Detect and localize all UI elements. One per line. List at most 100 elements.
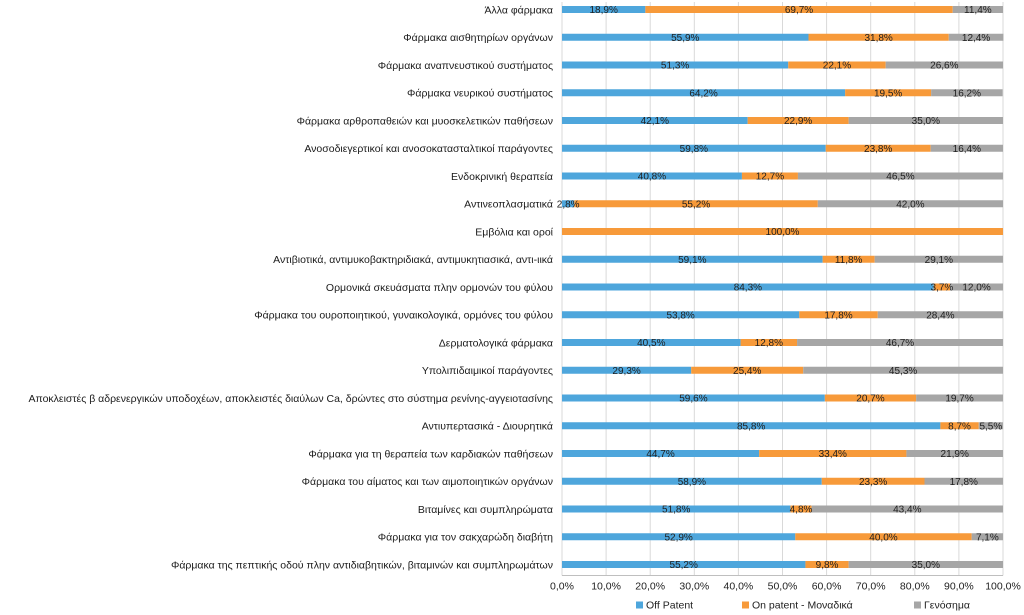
category-label: Αντιυπερτασικά - Διουρητικά	[422, 421, 553, 433]
bar-segment	[790, 505, 812, 513]
bar-value-label: 42,1%	[641, 116, 669, 127]
bar-segment	[930, 144, 1003, 152]
category-label: Φάρμακα αναπνευστικού συστήματος	[378, 60, 553, 72]
bar-segment	[824, 394, 917, 402]
bar-value-label: 12,0%	[962, 283, 990, 294]
bar-value-label: 46,7%	[886, 338, 914, 349]
bar-segment	[562, 255, 823, 263]
x-axis: 0,0% 10,0% 20,0% 30,0% 40,0% 50,0% 60,0% 70,0% 8…	[550, 575, 1021, 593]
bar-value-label: 40,8%	[638, 172, 666, 183]
bar-value-label: 85,8%	[737, 421, 765, 432]
bar-value-label: 25,4%	[733, 366, 761, 377]
bar-labels-group: 18,9% 69,7% 11,4% 55,9% 31,8% 12,4% 51,3% 22,1%…	[557, 5, 1003, 571]
x-tick-label: 10,0%	[591, 581, 621, 593]
bar-segment	[562, 366, 692, 374]
bar-segment	[562, 394, 825, 402]
bar-segment	[562, 477, 822, 485]
bar-segment	[691, 366, 804, 374]
bar-segment	[797, 172, 1003, 180]
bar-value-label: 9,8%	[816, 560, 839, 571]
category-label: Φάρμακα αρθροπαθειών και μυοσκελετικών π…	[297, 115, 553, 127]
bar-value-label: 12,8%	[755, 338, 783, 349]
bar-segment	[952, 6, 1003, 13]
bar-value-label: 11,4%	[964, 5, 992, 16]
category-label: Φάρμακα της πεπτικής οδού πλην αντιδιαβη…	[171, 559, 553, 571]
bar-segment	[933, 283, 951, 291]
category-label: Ορμονικά σκευάσματα πλην ορμονών του φύλ…	[326, 282, 553, 294]
bar-value-label: 64,2%	[689, 88, 717, 99]
bar-value-label: 22,1%	[823, 61, 851, 72]
legend: Off Patent On patent - Μοναδικά Γενόσημα	[636, 600, 970, 612]
bar-segment	[645, 6, 953, 13]
bar-segment	[948, 33, 1004, 41]
bar-value-label: 35,0%	[912, 116, 940, 127]
bar-segment	[808, 33, 949, 41]
bar-value-label: 29,1%	[925, 255, 953, 266]
bar-segment	[885, 61, 1003, 69]
bar-segment	[811, 505, 1003, 513]
bar-value-label: 17,8%	[950, 477, 978, 488]
bar-segment	[931, 89, 1003, 97]
bar-segment	[845, 89, 932, 97]
bar-segment	[940, 422, 979, 430]
category-label: Ενδοκρινική θεραπεία	[451, 171, 553, 183]
bar-segment	[562, 561, 806, 568]
bar-segment	[562, 505, 791, 513]
bar-segment	[562, 533, 796, 541]
x-tick-label: 0,0%	[550, 581, 574, 593]
bar-value-label: 55,2%	[670, 560, 698, 571]
bar-value-label: 58,9%	[678, 477, 706, 488]
bar-segment	[562, 61, 789, 69]
category-label: Βιταμίνες και συμπληρώματα	[418, 504, 553, 516]
bar-value-label: 100,0%	[766, 227, 800, 238]
bar-value-label: 52,9%	[664, 532, 692, 543]
x-tick-label: 100,0%	[985, 581, 1021, 593]
bar-segment	[562, 450, 760, 457]
bar-value-label: 5,5%	[979, 421, 1002, 432]
bar-value-label: 7,1%	[976, 532, 999, 543]
legend-swatch	[914, 601, 921, 609]
category-label: Αποκλειστές β αδρενεργικών υποδοχέων, απ…	[28, 393, 553, 405]
bar-segment	[821, 477, 925, 485]
bar-segment	[741, 172, 798, 180]
bar-value-label: 12,7%	[756, 172, 784, 183]
bar-value-label: 51,8%	[662, 505, 690, 516]
bar-segment	[562, 339, 741, 346]
bar-segment	[874, 255, 1003, 263]
bar-value-label: 19,7%	[945, 394, 973, 405]
x-tick-label: 60,0%	[812, 581, 842, 593]
bar-segment	[916, 394, 1003, 402]
bar-value-label: 59,8%	[680, 144, 708, 155]
category-label: Φάρμακα νευρικού συστήματος	[407, 88, 553, 100]
bar-value-label: 84,3%	[734, 283, 762, 294]
bar-value-label: 17,8%	[824, 310, 852, 321]
bar-segment	[825, 144, 931, 152]
bar-value-label: 40,5%	[637, 338, 665, 349]
bar-value-label: 28,4%	[926, 310, 954, 321]
bar-value-label: 16,2%	[953, 88, 981, 99]
bar-value-label: 59,1%	[678, 255, 706, 266]
x-tick-label: 30,0%	[679, 581, 709, 593]
bar-value-label: 31,8%	[864, 33, 892, 44]
bar-segment	[978, 422, 1003, 430]
category-label: Ανοσοδιεγερτικοί και ανοσοκατασταλτικοί …	[304, 143, 553, 155]
bar-value-label: 55,9%	[671, 33, 699, 44]
bar-segment	[562, 117, 748, 124]
bar-segment	[759, 450, 907, 457]
bar-value-label: 29,3%	[612, 366, 640, 377]
bar-segment	[805, 561, 849, 568]
bar-segment	[906, 450, 1003, 457]
bar-value-label: 19,5%	[874, 88, 902, 99]
bar-value-label: 69,7%	[785, 5, 813, 16]
x-tick-label: 20,0%	[635, 581, 665, 593]
bar-value-label: 22,9%	[784, 116, 812, 127]
bar-segment	[795, 533, 972, 541]
bar-segment	[740, 339, 798, 346]
bar-value-label: 23,8%	[864, 144, 892, 155]
category-label: Φάρμακα του ουροποιητικού, γυναικολογικά…	[254, 310, 553, 322]
bar-segment	[562, 200, 575, 208]
bar-segment	[562, 144, 826, 152]
bar-value-label: 12,4%	[962, 33, 990, 44]
bar-segment	[822, 255, 875, 263]
bar-value-label: 53,8%	[666, 310, 694, 321]
